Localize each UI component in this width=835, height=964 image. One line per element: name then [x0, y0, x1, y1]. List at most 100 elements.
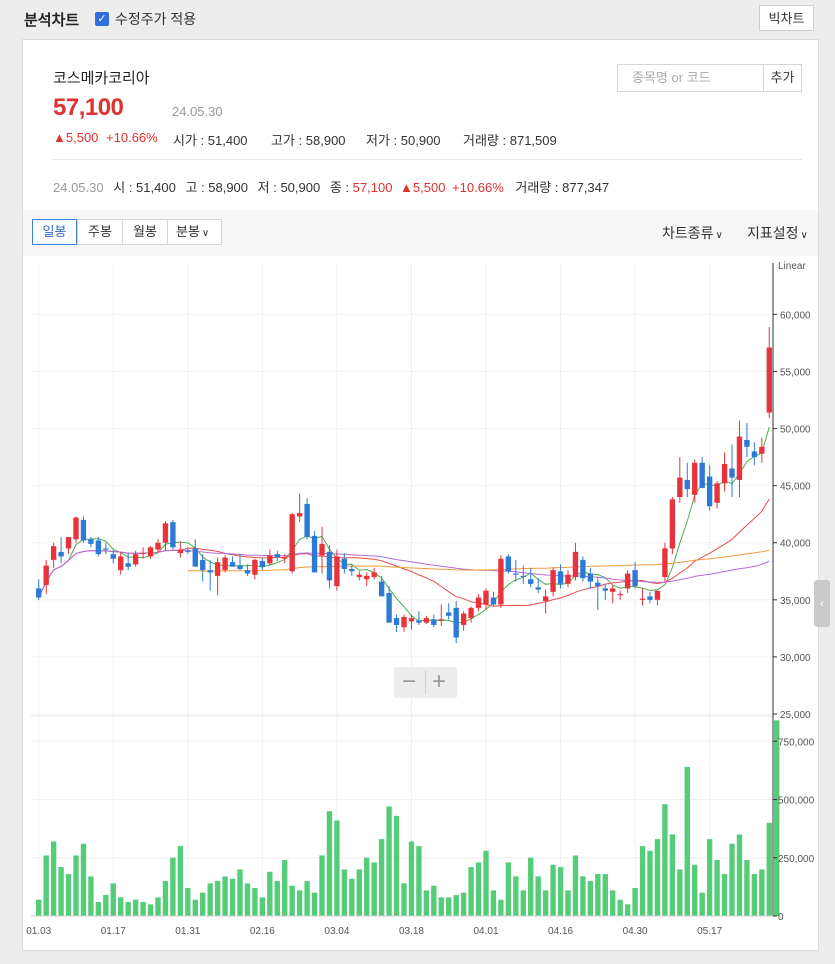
volume-bar — [587, 881, 594, 916]
volume-bar — [267, 871, 273, 916]
candle-body — [490, 597, 497, 605]
volume-bar — [706, 839, 713, 916]
volume-bar — [36, 899, 42, 916]
volume-bar — [699, 892, 705, 916]
volume-bar — [610, 890, 616, 916]
candle-body — [423, 618, 430, 623]
tab-daily[interactable]: 일봉 — [32, 219, 77, 245]
zoom-divider — [425, 670, 426, 694]
volume-bar — [326, 811, 333, 916]
volume-bar — [289, 885, 295, 916]
volume-bar — [490, 890, 497, 916]
side-panel-toggle-icon[interactable]: ‹ — [814, 580, 830, 627]
volume-bar — [498, 899, 504, 916]
big-chart-button[interactable]: 빅차트 — [759, 5, 814, 31]
candle-body — [88, 539, 94, 544]
candle-body — [460, 613, 467, 625]
candle-body — [36, 588, 42, 598]
volume-bar — [132, 899, 139, 916]
volume-bar — [505, 862, 512, 916]
candle-body — [595, 582, 601, 587]
detail-low: 50,900 — [280, 180, 321, 195]
candle-body — [684, 479, 690, 490]
volume-tick-label: 750,000 — [778, 737, 815, 748]
chart-toolbar: 일봉 주봉 월봉 분봉 ∨ 차트종류 ∨ 지표설정 ∨ — [23, 210, 818, 256]
candle-body — [252, 559, 258, 575]
tab-monthly[interactable]: 월봉 — [122, 219, 168, 245]
moving-average-lines — [38, 426, 770, 624]
volume-bar — [557, 867, 564, 916]
volume-bar — [565, 890, 571, 916]
zoom-out-icon[interactable]: − — [402, 668, 417, 695]
candle-body — [453, 607, 459, 638]
candle-body — [528, 579, 534, 584]
volume-bar — [252, 888, 258, 916]
checkbox-checked-icon[interactable]: ✓ — [95, 12, 109, 26]
volume-bar — [349, 878, 355, 916]
volume-bar — [259, 897, 266, 916]
candle-body — [654, 590, 661, 600]
detail-close: 57,100 — [352, 180, 393, 195]
volume-bar — [446, 897, 452, 916]
detail-close-label: 종 — [329, 180, 342, 195]
volume-bar — [304, 881, 310, 916]
adjusted-price-toggle[interactable]: ✓ 수정주가 적용 — [95, 9, 196, 29]
candle-body — [505, 556, 512, 572]
top-bar: 분석차트 ✓ 수정주가 적용 빅차트 — [0, 0, 835, 38]
volume-bar — [43, 855, 49, 916]
volume-bar — [88, 876, 94, 916]
price-tick-label: 40,000 — [780, 539, 811, 550]
detail-high: 58,900 — [208, 180, 249, 195]
candle-body — [170, 522, 176, 548]
zoom-in-icon[interactable]: + — [432, 668, 447, 695]
volume-bar — [639, 846, 646, 916]
volume-bar — [475, 862, 482, 916]
candle-body — [103, 548, 109, 550]
candle-body — [43, 565, 49, 585]
add-stock-button[interactable]: 추가 — [763, 64, 802, 92]
candle-body — [192, 548, 198, 567]
volume-bar — [364, 857, 370, 916]
volume-bar — [401, 883, 407, 916]
low-label: 저가 — [366, 133, 390, 148]
candle-body — [140, 553, 146, 555]
candle-body — [393, 618, 400, 625]
scale-label: Linear — [778, 261, 806, 272]
volume-bar — [468, 867, 474, 916]
divider — [53, 159, 802, 160]
candle-body — [587, 573, 594, 582]
candle-body — [542, 596, 549, 601]
adjusted-price-label: 수정주가 적용 — [115, 11, 197, 27]
tab-minute[interactable]: 분봉 ∨ — [167, 219, 222, 245]
volume-bar — [684, 766, 690, 916]
volume-bar — [542, 890, 549, 916]
volume-bar — [177, 846, 184, 916]
candle-body — [483, 590, 489, 605]
indicator-settings-dropdown[interactable]: 지표설정 ∨ — [747, 223, 808, 243]
candle-body — [80, 519, 87, 541]
candle-body — [721, 463, 728, 484]
detail-volume-label: 거래량 — [515, 180, 552, 195]
volume-bar — [483, 850, 489, 916]
candle-body — [185, 550, 191, 552]
candle-body — [401, 616, 407, 628]
candle-body — [237, 565, 243, 569]
ma5-line — [38, 426, 770, 624]
volume-bar — [460, 892, 467, 916]
candle-body — [207, 570, 213, 573]
price-tick-label: 35,000 — [780, 596, 811, 607]
chart-type-dropdown[interactable]: 차트종류 ∨ — [662, 223, 723, 243]
tab-weekly[interactable]: 주봉 — [77, 219, 123, 245]
volume-tick-label: 500,000 — [778, 796, 815, 807]
change-amount: ▲5,500 — [53, 130, 99, 145]
candle-body — [95, 540, 102, 555]
volume-bar — [207, 883, 213, 916]
candle-body — [669, 499, 676, 549]
volume-bar — [632, 888, 638, 916]
candle-body — [296, 513, 303, 517]
volume-bar — [140, 902, 146, 916]
ma120-line — [187, 549, 770, 572]
volume-bar — [170, 857, 176, 916]
volume-bar — [595, 874, 601, 916]
